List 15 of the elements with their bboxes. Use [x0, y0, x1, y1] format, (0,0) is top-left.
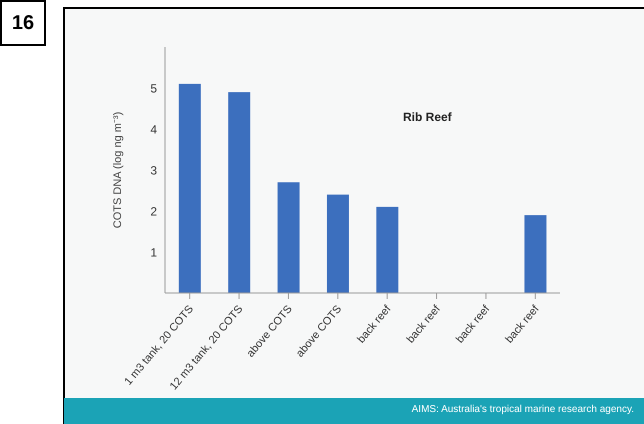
y-tick-label: 2: [150, 204, 158, 218]
text: AIMS: Australia's tropical marine research agency.: [410, 404, 634, 415]
bar: [228, 92, 250, 293]
y-tick-label: 3: [150, 163, 158, 178]
text: 16: [0, 0, 46, 46]
bar: [326, 194, 349, 293]
bar: [376, 206, 398, 293]
bar: [278, 182, 300, 293]
y-tick-label: 1: [150, 245, 158, 260]
bar: [524, 215, 546, 293]
bar: [178, 84, 201, 293]
y-tick-label: 4: [150, 122, 158, 136]
text: Rib Reef: [403, 110, 452, 124]
y-axis-title: COTS DNA (log ng m⁻³): [112, 112, 124, 228]
y-tick-label: 5: [150, 81, 158, 96]
